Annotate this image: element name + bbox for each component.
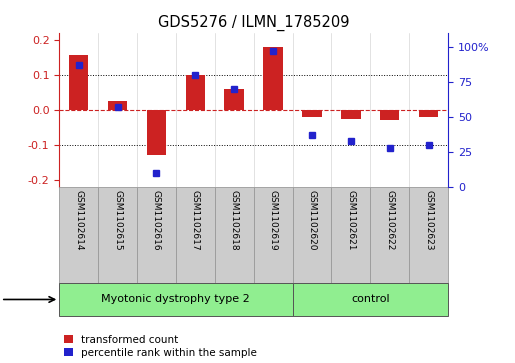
Legend: transformed count, percentile rank within the sample: transformed count, percentile rank withi…	[64, 335, 257, 358]
Bar	[69, 56, 89, 110]
Bar	[59, 283, 293, 316]
Bar	[302, 110, 322, 117]
Bar	[215, 187, 253, 283]
Text: GSM1102618: GSM1102618	[230, 190, 238, 250]
Text: GSM1102616: GSM1102616	[152, 190, 161, 250]
Text: GSM1102615: GSM1102615	[113, 190, 122, 250]
Text: control: control	[351, 294, 389, 305]
Bar	[380, 110, 400, 120]
Bar	[98, 187, 137, 283]
Text: GSM1102617: GSM1102617	[191, 190, 200, 250]
Bar	[108, 101, 127, 110]
Bar	[370, 187, 409, 283]
Text: GSM1102619: GSM1102619	[269, 190, 278, 250]
Title: GDS5276 / ILMN_1785209: GDS5276 / ILMN_1785209	[158, 15, 349, 31]
Bar	[409, 187, 448, 283]
Text: GSM1102620: GSM1102620	[307, 190, 316, 250]
Text: GSM1102621: GSM1102621	[347, 190, 355, 250]
Bar	[147, 110, 166, 155]
Bar	[419, 110, 438, 117]
Text: Myotonic dystrophy type 2: Myotonic dystrophy type 2	[101, 294, 250, 305]
Bar	[137, 187, 176, 283]
Bar	[225, 89, 244, 110]
Text: GSM1102623: GSM1102623	[424, 190, 433, 250]
Bar	[176, 187, 215, 283]
Bar	[185, 75, 205, 110]
Bar	[59, 187, 98, 283]
Text: GSM1102614: GSM1102614	[74, 190, 83, 250]
Bar	[293, 187, 332, 283]
Bar	[341, 110, 360, 119]
Text: GSM1102622: GSM1102622	[385, 190, 394, 250]
Bar	[253, 187, 293, 283]
Bar	[263, 47, 283, 110]
Bar	[332, 187, 370, 283]
Bar	[293, 283, 448, 316]
